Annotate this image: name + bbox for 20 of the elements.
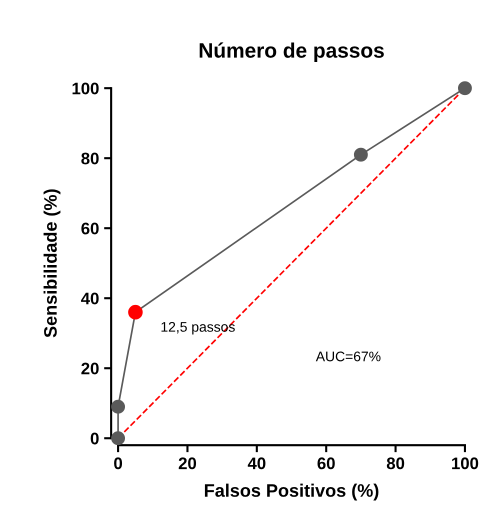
- point: [458, 81, 472, 96]
- point: [354, 148, 368, 162]
- y-tick-label: 60: [81, 222, 99, 234]
- point: [111, 431, 126, 446]
- y-tick-label: 100: [72, 82, 99, 94]
- x-axis-title: Falsos Positivos (%): [204, 484, 378, 500]
- x-tick-label: 100: [452, 457, 478, 470]
- chart-title: Número de passos: [200, 42, 384, 62]
- point: [111, 400, 126, 414]
- x-tick-label: 40: [248, 457, 266, 470]
- y-tick-label: 80: [81, 152, 99, 164]
- x-tick-label: 60: [318, 457, 335, 470]
- y-tick-label: 0: [90, 432, 99, 444]
- x-tick-label: 0: [114, 457, 122, 470]
- y-tick-label: 20: [81, 362, 99, 374]
- x-tick-label: 20: [178, 457, 196, 470]
- y-axis-title: Sensibilidade (%): [44, 189, 60, 338]
- y-tick-label: 40: [81, 292, 99, 304]
- annotation: AUC=67%: [316, 352, 381, 362]
- x-tick-label: 80: [386, 457, 404, 470]
